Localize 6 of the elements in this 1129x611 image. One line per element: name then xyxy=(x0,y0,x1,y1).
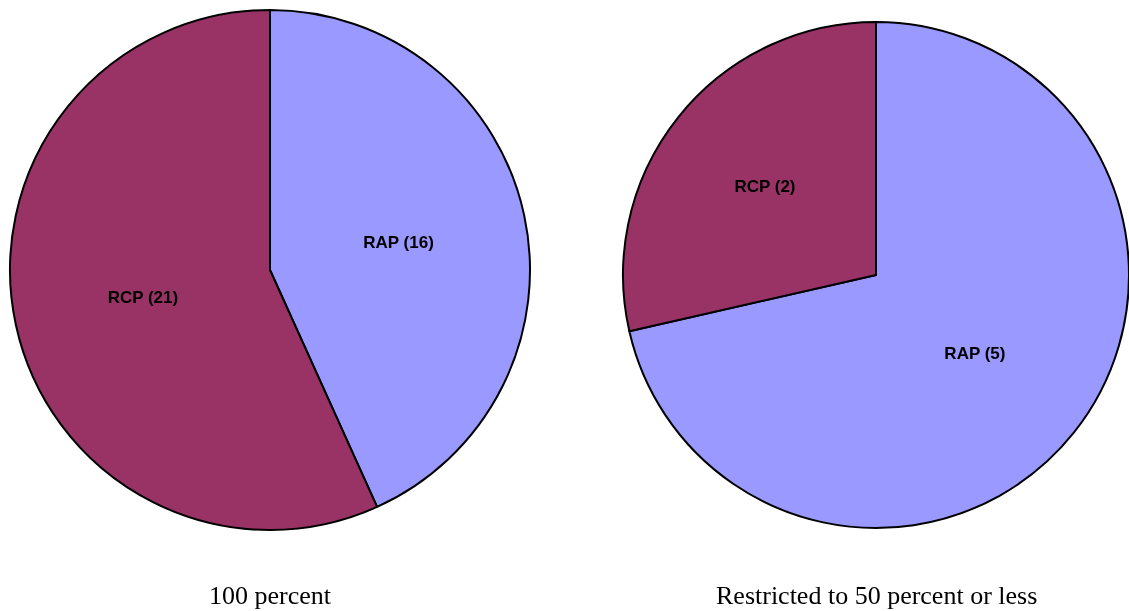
slice-label: RAP (5) xyxy=(944,344,1006,364)
slice-label: RCP (21) xyxy=(107,287,179,307)
slice-label: RCP (2) xyxy=(734,176,796,196)
slice-label: RAP (16) xyxy=(363,232,434,252)
text: Restricted to 50 percent or less xyxy=(716,581,1038,610)
text: 100 percent xyxy=(209,581,332,610)
